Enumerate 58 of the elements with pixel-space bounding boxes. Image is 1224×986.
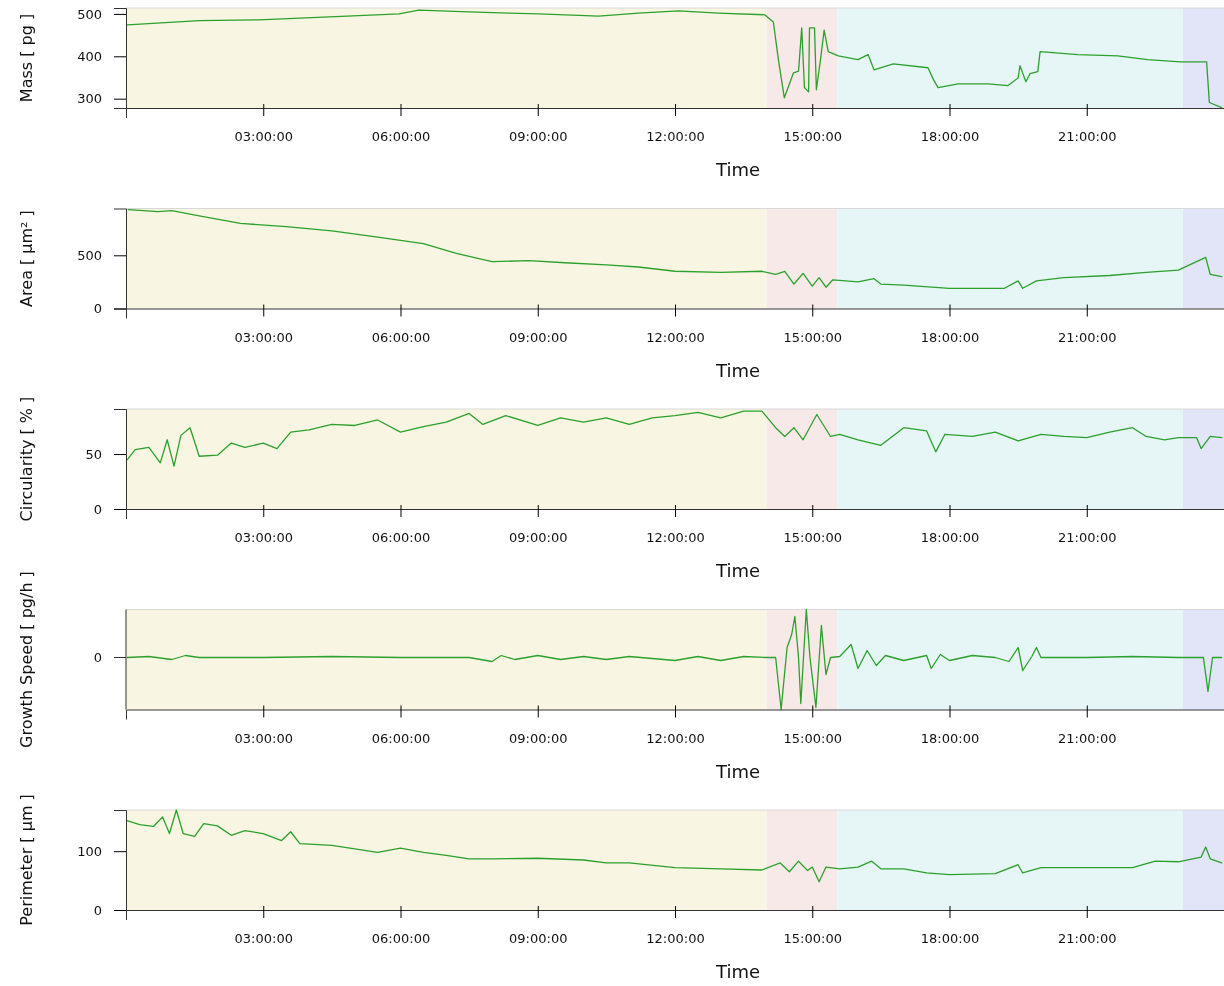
x-axis-title: Time <box>714 159 761 180</box>
x-tick-label: 12:00:00 <box>646 931 705 947</box>
x-tick-label: 18:00:00 <box>920 129 980 145</box>
y-tick-label: 0 <box>93 301 102 317</box>
x-axis-title: Time <box>714 560 761 581</box>
x-axis-title: Time <box>714 359 761 381</box>
x-tick-label: 15:00:00 <box>783 730 842 746</box>
x-tick-label: 15:00:00 <box>783 931 842 947</box>
x-tick-label: 12:00:00 <box>646 129 705 145</box>
y-tick-label: 500 <box>77 247 102 263</box>
y-tick-label: 400 <box>77 48 102 64</box>
y-axis-title: Perimeter [ μm ] <box>17 794 36 926</box>
y-tick-label: 500 <box>77 6 102 22</box>
x-tick-label: 18:00:00 <box>920 530 980 546</box>
x-tick-label: 21:00:00 <box>1058 329 1117 345</box>
y-axis-title: Circularity [ % ] <box>17 396 36 522</box>
x-tick-label: 21:00:00 <box>1058 129 1117 145</box>
x-tick-label: 06:00:00 <box>371 730 431 746</box>
x-tick-label: 06:00:00 <box>371 931 431 947</box>
x-axis-title: Time <box>714 961 761 982</box>
x-tick-label: 09:00:00 <box>509 329 568 345</box>
x-tick-label: 03:00:00 <box>234 329 293 345</box>
line-series <box>127 208 1223 289</box>
x-tick-label: 09:00:00 <box>509 129 568 145</box>
x-tick-label: 18:00:00 <box>920 931 980 947</box>
x-tick-label: 18:00:00 <box>920 329 980 345</box>
x-tick-label: 09:00:00 <box>509 730 568 746</box>
x-tick-label: 06:00:00 <box>371 129 431 145</box>
line-series <box>126 809 1223 883</box>
x-tick-label: 06:00:00 <box>371 530 431 546</box>
x-tick-label: 15:00:00 <box>783 530 842 546</box>
line-series <box>126 410 1223 467</box>
x-tick-label: 21:00:00 <box>1058 730 1117 746</box>
y-tick-label: 50 <box>85 446 102 462</box>
x-tick-label: 12:00:00 <box>646 329 705 345</box>
y-axis-title: Growth Speed [ pg/h ] <box>17 571 36 748</box>
y-tick-label: 0 <box>93 501 102 517</box>
y-tick-label: 100 <box>77 843 102 859</box>
x-tick-label: 09:00:00 <box>509 530 568 546</box>
x-tick-label: 12:00:00 <box>646 730 705 746</box>
x-tick-label: 15:00:00 <box>783 329 842 345</box>
y-tick-label: 0 <box>93 902 102 918</box>
line-series <box>126 9 1223 109</box>
x-tick-label: 06:00:00 <box>371 329 431 345</box>
x-tick-label: 03:00:00 <box>234 530 293 546</box>
x-tick-label: 09:00:00 <box>509 931 568 947</box>
x-axis-title: Time <box>714 760 761 782</box>
x-tick-label: 15:00:00 <box>783 129 842 145</box>
x-tick-label: 03:00:00 <box>234 730 293 746</box>
y-axis-title: Mass [ pg ] <box>17 13 36 103</box>
x-tick-label: 18:00:00 <box>920 730 980 746</box>
x-tick-label: 21:00:00 <box>1058 931 1117 947</box>
x-tick-label: 12:00:00 <box>646 530 705 546</box>
x-tick-label: 21:00:00 <box>1058 530 1117 546</box>
x-tick-label: 03:00:00 <box>234 931 293 947</box>
y-tick-label: 300 <box>77 91 102 107</box>
x-tick-label: 03:00:00 <box>234 129 293 145</box>
y-axis-title: Area [ μm² ] <box>17 210 36 307</box>
